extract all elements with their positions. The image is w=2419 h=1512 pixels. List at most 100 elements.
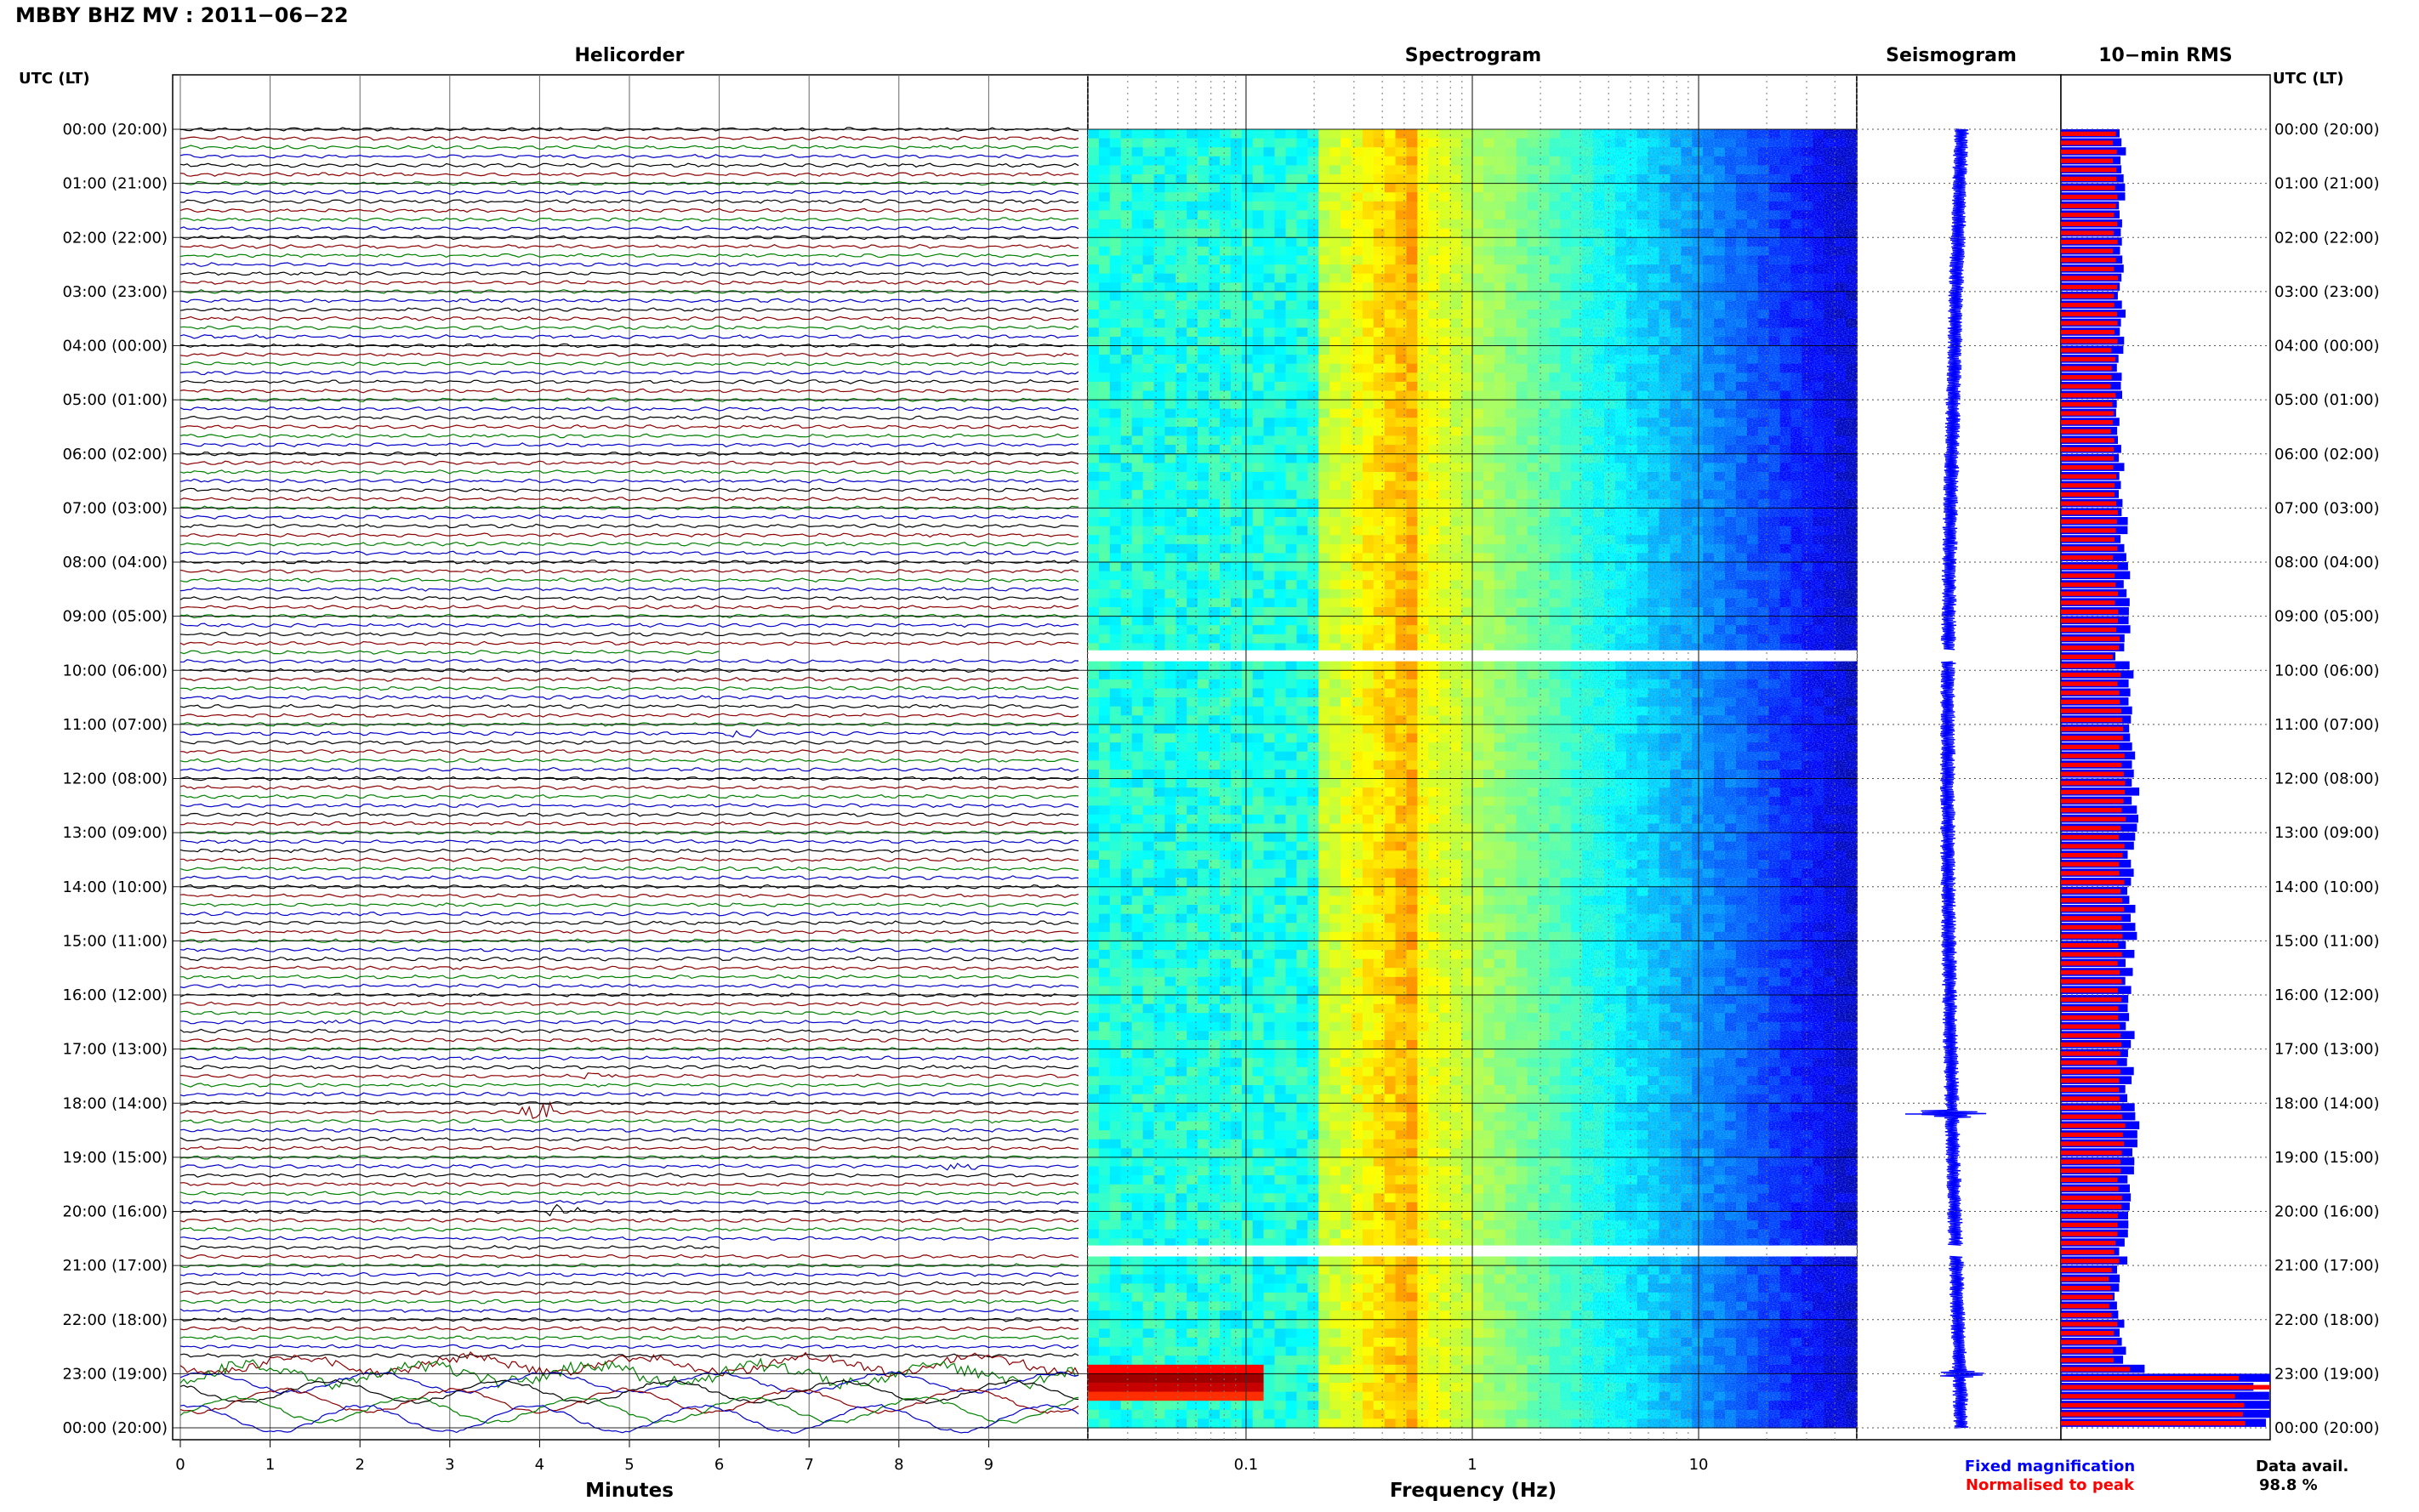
spectrogram-cell <box>1384 418 1397 428</box>
spectrogram-cell <box>1109 418 1122 428</box>
spectrogram-cell <box>1351 408 1363 418</box>
spectrogram-cell <box>1088 742 1100 753</box>
spectrogram-cell <box>1220 435 1232 446</box>
spectrogram-cell <box>1120 390 1133 401</box>
spectrogram-cell <box>1098 418 1111 428</box>
spectrogram-cell <box>1198 174 1210 185</box>
spectrogram-cell <box>1088 156 1100 166</box>
spectrogram-cell <box>1384 426 1397 437</box>
spectrogram-cell <box>1307 445 1319 455</box>
spectrogram-cell <box>1384 210 1397 220</box>
spectrogram-cell <box>1209 742 1221 753</box>
spectrogram-cell <box>1198 463 1210 473</box>
spectrogram-cell <box>1131 210 1144 220</box>
spectrogram-cell <box>1198 553 1210 563</box>
spectrogram-cell <box>1175 318 1187 328</box>
spectrogram-cell <box>1120 246 1133 257</box>
spectrogram-cell <box>1285 355 1297 365</box>
spectrogram-cell <box>1209 327 1221 338</box>
spectrogram-cell <box>1362 381 1375 392</box>
spectrogram-cell <box>1395 390 1408 401</box>
spectrogram-cell <box>1220 174 1232 185</box>
spectrogram-cell <box>1340 445 1352 455</box>
spectrogram-cell <box>1395 706 1408 716</box>
spectrogram-cell <box>1373 498 1386 509</box>
spectrogram-cell <box>1220 634 1232 644</box>
spectrogram-cell <box>1109 724 1122 735</box>
spectrogram-cell <box>1384 588 1397 599</box>
helicorder-trace-line <box>179 586 1079 592</box>
spectrogram-cell <box>1198 372 1210 383</box>
helicorder-trace-line <box>179 162 1079 168</box>
spectrogram-cell <box>1198 508 1210 518</box>
spectrogram-cell <box>1142 625 1155 635</box>
spectrogram-cell <box>1164 165 1176 175</box>
spectrogram-cell <box>1351 381 1363 392</box>
spectrogram-cell <box>1153 724 1165 735</box>
spectrogram-cell <box>1362 490 1375 500</box>
spectrogram-cell <box>1406 588 1418 599</box>
spectrogram-cell <box>1362 129 1375 139</box>
spectrogram-cell <box>1142 237 1155 247</box>
spectrogram-cell <box>1252 580 1265 590</box>
spectrogram-cell <box>1164 670 1176 680</box>
spectrogram-cell <box>1461 706 1473 716</box>
spectrogram-cell <box>1340 480 1352 491</box>
helicorder-trace-line <box>179 514 1079 520</box>
spectrogram-cell <box>1296 291 1308 302</box>
spectrogram-cell <box>1198 201 1210 211</box>
spectrogram-cell <box>1439 490 1451 500</box>
spectrogram-cell <box>1307 156 1319 166</box>
spectrogram-cell <box>1329 219 1341 230</box>
spectrogram-cell <box>1175 580 1187 590</box>
spectrogram-cell <box>1439 435 1451 446</box>
spectrogram-cell <box>1395 453 1408 463</box>
spectrogram-cell <box>1175 643 1187 653</box>
spectrogram-cell <box>1209 688 1221 698</box>
spectrogram-cell <box>1252 751 1265 761</box>
spectrogram-cell <box>1285 679 1297 690</box>
spectrogram-cell <box>1209 607 1221 617</box>
spectrogram-cell <box>1274 733 1286 743</box>
spectrogram-cell <box>1198 219 1210 230</box>
spectrogram-cell <box>1131 706 1144 716</box>
spectrogram-cell <box>1209 381 1221 392</box>
spectrogram-cell <box>1296 715 1308 725</box>
spectrogram-cell <box>1329 300 1341 310</box>
spectrogram-cell <box>1220 381 1232 392</box>
spectrogram-cell <box>1109 345 1122 355</box>
spectrogram-cell <box>1187 535 1198 545</box>
spectrogram-cell <box>1406 598 1418 608</box>
helicorder-trace-line <box>179 496 1079 502</box>
spectrogram-cell <box>1088 571 1100 581</box>
spectrogram-cell <box>1406 697 1418 708</box>
spectrogram-cell <box>1318 381 1330 392</box>
spectrogram-cell <box>1406 435 1418 446</box>
spectrogram-cell <box>1384 634 1397 644</box>
spectrogram-cell <box>1384 327 1397 338</box>
spectrogram-cell <box>1142 165 1155 175</box>
spectrogram-cell <box>1406 355 1418 365</box>
spectrogram-cell <box>1263 490 1276 500</box>
spectrogram-cell <box>1362 571 1375 581</box>
spectrogram-cell <box>1241 543 1254 554</box>
spectrogram-cell <box>1450 697 1462 708</box>
spectrogram-cell <box>1450 553 1462 563</box>
spectrogram-cell <box>1252 607 1265 617</box>
spectrogram-cell <box>1142 697 1155 708</box>
helicorder-trace-line <box>179 315 1079 321</box>
spectrogram-cell <box>1307 310 1319 320</box>
spectrogram-cell <box>1340 553 1352 563</box>
spectrogram-cell <box>1220 129 1232 139</box>
spectrogram-cell <box>1307 598 1319 608</box>
spectrogram-cell <box>1131 588 1144 599</box>
spectrogram-cell <box>1428 588 1440 599</box>
spectrogram-cell <box>1296 697 1308 708</box>
spectrogram-cell <box>1198 588 1210 599</box>
spectrogram-cell <box>1164 435 1176 446</box>
spectrogram-cell <box>1439 453 1451 463</box>
spectrogram-cell <box>1318 318 1330 328</box>
spectrogram-cell <box>1274 679 1286 690</box>
spectrogram-cell <box>1088 598 1100 608</box>
spectrogram-cell <box>1209 543 1221 554</box>
